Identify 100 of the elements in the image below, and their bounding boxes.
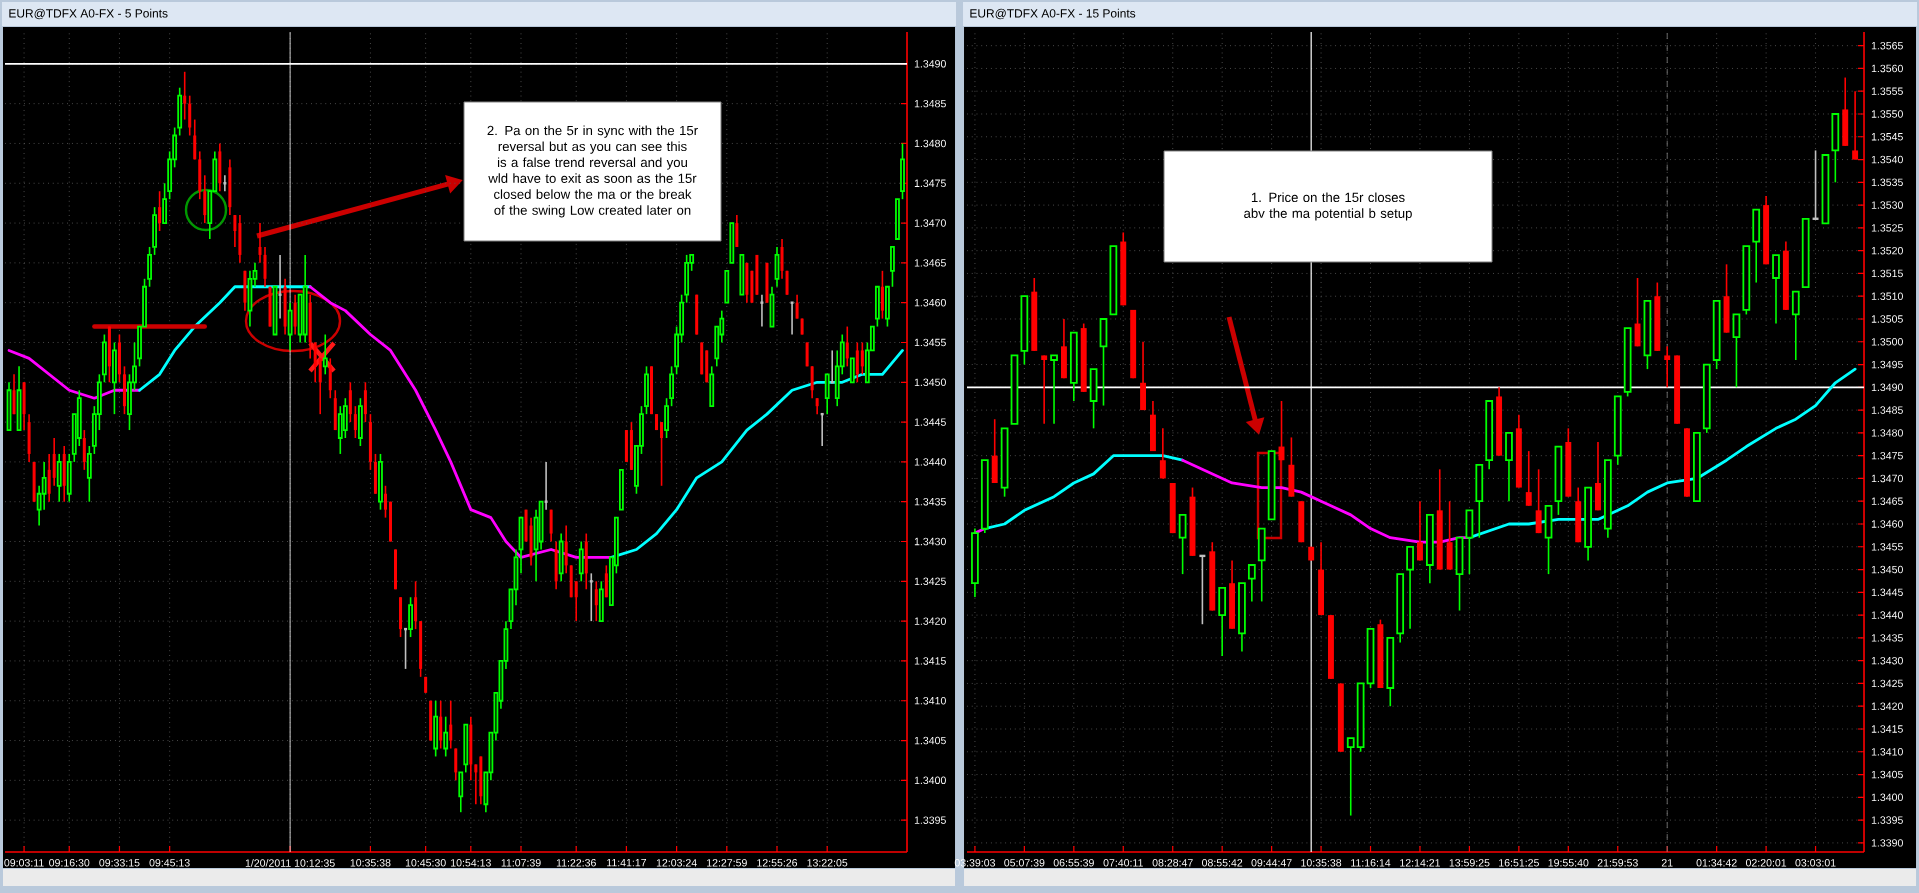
candlestick — [233, 214, 237, 248]
candlestick — [604, 564, 608, 599]
candlestick — [287, 301, 293, 352]
y-tick-label: 1.3475 — [1871, 451, 1903, 460]
y-tick-label: 1.3390 — [1871, 839, 1903, 847]
y-tick-label: 1.3435 — [1871, 634, 1903, 642]
candlestick — [780, 238, 784, 280]
candlestick — [86, 445, 92, 503]
y-tick-label: 1.3440 — [914, 458, 946, 466]
candlestick — [759, 293, 765, 328]
x-tick-label: 05:07:39 — [1004, 859, 1045, 867]
y-tick-label: 1.3495 — [1871, 360, 1903, 369]
x-tick-label: 08:55:42 — [1202, 859, 1243, 867]
y-tick-label: 1.3490 — [1871, 383, 1903, 392]
x-tick-label: 12:55:26 — [757, 859, 798, 867]
y-tick-label: 1.3525 — [1871, 224, 1903, 232]
candlestick — [363, 381, 367, 423]
x-tick-label: 12:27:59 — [707, 859, 747, 867]
x-tick-label: 02:20:01 — [1745, 859, 1787, 867]
candlestick — [82, 429, 86, 471]
y-tick-label: 1.3425 — [1871, 679, 1903, 688]
y-tick-label: 1.3470 — [1871, 474, 1903, 483]
y-tick-label: 1.3465 — [914, 259, 946, 267]
candlestick — [810, 365, 814, 400]
y-tick-label: 1.3505 — [1871, 315, 1903, 323]
y-tick-label: 1.3405 — [1871, 770, 1903, 779]
x-tick-label: 12:03:24 — [656, 859, 697, 867]
y-tick-label: 1.3430 — [1871, 656, 1903, 665]
candlestick — [1178, 513, 1187, 575]
candlestick — [193, 118, 197, 161]
x-tick-label: 09:03:11 — [4, 859, 44, 867]
x-tick-label: 03:03:01 — [1795, 859, 1836, 867]
candlestick — [474, 763, 478, 806]
candlestick — [383, 484, 387, 519]
x-tick-label: 11:07:39 — [501, 859, 541, 867]
candlestick — [56, 453, 62, 503]
y-tick-label: 1.3475 — [914, 179, 946, 187]
y-tick-label: 1.3555 — [1871, 87, 1903, 95]
candlestick — [12, 373, 16, 415]
candlestick — [845, 325, 849, 368]
x-tick-label: 10:35:38 — [1301, 859, 1342, 867]
x-tick-label: 13:59:25 — [1449, 859, 1490, 867]
candlestick — [183, 71, 187, 121]
y-tick-label: 1.3530 — [1871, 201, 1903, 209]
candlestick — [1247, 564, 1256, 603]
x-tick-label: 09:44:47 — [1251, 859, 1292, 867]
x-tick-label: 11:22:36 — [556, 859, 596, 867]
y-tick-label: 1.3510 — [1871, 292, 1903, 300]
x-tick-label: 09:16:30 — [49, 859, 90, 867]
y-tick-label: 1.3455 — [1871, 543, 1903, 551]
candlestick — [824, 373, 830, 415]
candlestick — [313, 341, 317, 384]
candlestick — [1346, 737, 1355, 817]
y-tick-label: 1.3445 — [1871, 588, 1903, 597]
candlestick — [147, 246, 152, 288]
candlestick — [439, 699, 443, 750]
y-tick-label: 1.3430 — [914, 537, 946, 546]
candlestick — [1159, 427, 1166, 480]
candlestick — [328, 357, 332, 400]
candlestick — [795, 293, 799, 320]
x-tick-label: 07:40:11 — [1103, 859, 1143, 867]
candlestick — [564, 524, 568, 575]
chart-title: EUR@TDFX A0-FX - 5 Points — [9, 8, 168, 20]
y-tick-label: 1.3415 — [914, 657, 946, 665]
x-tick-label: 09:33:15 — [99, 859, 140, 867]
candlestick — [890, 246, 895, 288]
candlestick — [1041, 354, 1048, 425]
y-tick-label: 1.3400 — [914, 776, 946, 785]
candlestick — [188, 94, 192, 137]
x-tick-label: 19:55:40 — [1548, 859, 1589, 867]
x-tick-label: 16:51:25 — [1499, 859, 1539, 867]
y-tick-label: 1.3425 — [914, 577, 946, 586]
y-tick-label: 1.3560 — [1871, 64, 1903, 73]
y-tick-label: 1.3490 — [914, 60, 946, 68]
y-tick-label: 1.3420 — [1871, 702, 1903, 710]
x-tick-label: 06:55:39 — [1053, 859, 1094, 867]
x-tick-label: 01:34:42 — [1696, 859, 1737, 867]
candlestick — [1664, 345, 1671, 389]
candlestick — [322, 333, 328, 376]
candlestick — [449, 699, 453, 750]
x-tick-label: 10:35:38 — [350, 859, 391, 867]
candlestick — [318, 357, 322, 415]
x-tick-label: 1/20/2011 10:12:35 — [245, 859, 335, 867]
candlestick — [454, 747, 458, 782]
candlestick — [849, 357, 855, 384]
candlestick — [293, 293, 297, 336]
x-tick-label: 12:14:21 — [1400, 859, 1440, 867]
x-tick-label: 11:41:17 — [607, 859, 647, 867]
x-tick-label: 21:59:53 — [1597, 859, 1638, 867]
y-tick-label: 1.3470 — [914, 219, 946, 227]
candlestick — [1050, 354, 1058, 425]
y-tick-label: 1.3565 — [1871, 41, 1903, 50]
y-tick-label: 1.3440 — [1871, 611, 1903, 619]
y-tick-label: 1.3535 — [1871, 178, 1903, 187]
candlestick — [353, 405, 357, 439]
candlestick — [443, 715, 449, 758]
y-tick-label: 1.3415 — [1871, 725, 1903, 733]
candlestick — [263, 246, 267, 288]
candlestick — [414, 580, 418, 630]
y-tick-label: 1.3435 — [914, 497, 946, 506]
